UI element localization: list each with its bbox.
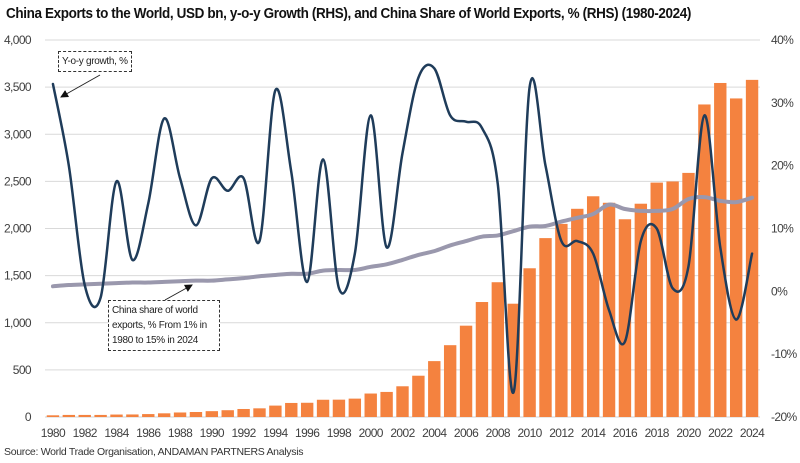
x-tick-label: 1986 <box>136 426 161 440</box>
growth-line <box>51 63 754 394</box>
bar <box>475 302 489 417</box>
x-tick-label: 2006 <box>454 426 479 440</box>
bar <box>412 375 425 417</box>
annotation-growth-text: Y-o-y growth, % <box>62 56 128 67</box>
bar <box>94 414 107 417</box>
x-tick-label: 2022 <box>708 426 733 440</box>
bar <box>189 412 203 417</box>
bar <box>62 414 76 417</box>
y2-tick-label: -20% <box>771 410 798 424</box>
bar <box>428 361 441 417</box>
bar <box>459 325 473 417</box>
bar <box>157 413 171 417</box>
y2-tick-label: 40% <box>771 33 794 47</box>
x-tick-label: 1980 <box>41 426 66 440</box>
annotation-arrows <box>60 74 193 301</box>
y-axis-right: -20% -10% 0% 10% 20% 30% 40% <box>771 33 798 424</box>
x-tick-label: 2014 <box>581 426 606 440</box>
x-tick-label: 1996 <box>295 426 320 440</box>
y2-tick-label: 30% <box>771 96 794 110</box>
y-tick-label: 1,500 <box>4 269 32 283</box>
bar <box>571 208 584 417</box>
y-tick-label: 3,500 <box>4 80 32 94</box>
y2-tick-label: 0% <box>771 284 788 298</box>
x-tick-label: 1992 <box>231 426 256 440</box>
x-tick-label: 2002 <box>390 426 415 440</box>
y-tick-label: 2,000 <box>4 222 32 236</box>
bar <box>443 345 457 417</box>
annotation-share-text: China share of world exports, % From 1% … <box>112 305 207 346</box>
bar <box>126 414 139 417</box>
bar <box>586 196 600 417</box>
y-tick-label: 4,000 <box>4 33 32 47</box>
x-tick-label: 2012 <box>549 426 574 440</box>
bar <box>666 181 679 417</box>
bar <box>364 393 377 417</box>
y-tick-label: 2,500 <box>4 174 32 188</box>
x-tick-label: 1984 <box>104 426 129 440</box>
bar <box>729 98 743 417</box>
share-line <box>50 194 755 289</box>
bar <box>491 282 505 417</box>
bar <box>682 172 695 417</box>
bar <box>253 408 266 417</box>
x-tick-label: 2008 <box>486 426 511 440</box>
share-annotation-arrow <box>164 284 193 301</box>
bar <box>221 410 234 417</box>
bar <box>300 402 314 417</box>
x-tick-label: 2024 <box>740 426 765 440</box>
bar <box>523 268 536 417</box>
bar <box>698 104 711 417</box>
x-tick-label: 2016 <box>613 426 638 440</box>
y-tick-label: 0 <box>25 410 32 424</box>
x-tick-label: 1982 <box>73 426 98 440</box>
bar-series-exports <box>46 79 759 418</box>
bar <box>46 415 60 417</box>
bar <box>380 391 393 417</box>
bar <box>618 219 632 417</box>
bar <box>539 238 552 417</box>
x-tick-label: 2018 <box>645 426 670 440</box>
bar <box>110 414 123 417</box>
bar <box>78 414 91 417</box>
bar <box>316 399 330 417</box>
y2-tick-label: 10% <box>771 222 794 236</box>
bar <box>745 79 759 418</box>
y-tick-label: 1,000 <box>4 316 32 330</box>
bar <box>285 402 298 417</box>
bar <box>332 399 346 417</box>
chart-title: China Exports to the World, USD bn, y-o-… <box>6 6 691 22</box>
annotation-share: China share of world exports, % From 1% … <box>108 300 220 351</box>
bar <box>205 411 219 417</box>
x-tick-label: 1988 <box>168 426 193 440</box>
bar <box>348 398 362 417</box>
annotation-growth: Y-o-y growth, % <box>58 51 132 72</box>
bar <box>269 405 282 417</box>
x-tick-label: 2004 <box>422 426 447 440</box>
x-tick-label: 2020 <box>676 426 701 440</box>
x-tick-label: 2010 <box>517 426 542 440</box>
y-axis-left: 0 500 1,000 1,500 2,000 2,500 3,000 3,500 4,000 <box>4 33 33 424</box>
x-tick-label: 1998 <box>327 426 352 440</box>
source-note: Source: World Trade Organisation, ANDAMA… <box>4 446 304 458</box>
y2-tick-label: 20% <box>771 159 794 173</box>
x-tick-label: 1990 <box>200 426 225 440</box>
bar <box>173 412 187 417</box>
x-tick-label: 1994 <box>263 426 288 440</box>
y2-tick-label: -10% <box>771 347 798 361</box>
bar <box>634 203 648 417</box>
x-tick-label: 2000 <box>359 426 384 440</box>
bar <box>555 223 568 417</box>
line-series <box>50 63 755 394</box>
x-axis: 1980 1982 1984 1986 1988 1990 1992 1994 1996 1998… <box>41 426 766 440</box>
bar <box>237 408 250 417</box>
growth-annotation-arrow <box>60 74 101 98</box>
y-tick-label: 500 <box>13 363 32 377</box>
bar <box>396 386 409 417</box>
y-tick-label: 3,000 <box>4 127 32 141</box>
bar <box>650 182 663 417</box>
bar <box>142 414 155 417</box>
